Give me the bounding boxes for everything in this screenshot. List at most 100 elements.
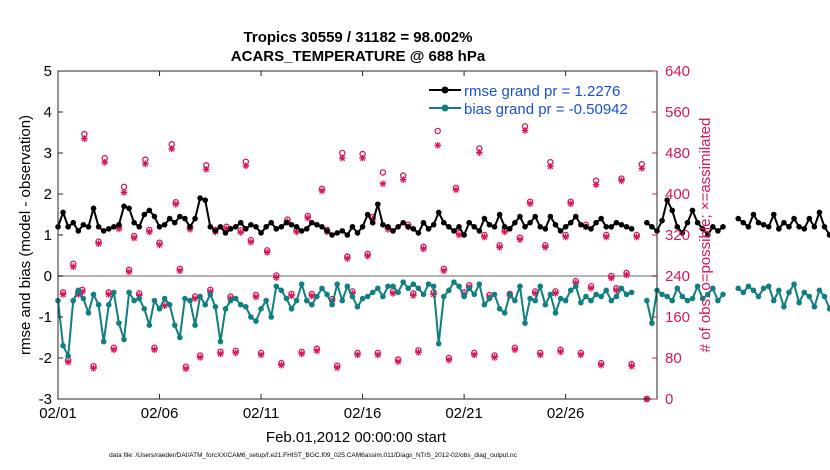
rmse-point xyxy=(710,224,716,230)
x-tick-label: 02/06 xyxy=(141,405,179,422)
y-left-tick-label: 0 xyxy=(44,268,52,285)
rmse-point xyxy=(791,215,797,222)
bias-point xyxy=(745,283,752,290)
y-left-tick-label: -3 xyxy=(39,391,52,408)
bias-point xyxy=(781,303,787,310)
rmse-point xyxy=(669,207,676,214)
bias-point xyxy=(65,353,71,359)
obs-assimilated-marker xyxy=(101,158,109,166)
rmse-point xyxy=(344,232,351,238)
rmse-point xyxy=(684,219,691,226)
obs-assimilated-marker xyxy=(196,354,204,361)
obs-assimilated-marker xyxy=(452,186,460,194)
rmse-point xyxy=(608,224,615,230)
rmse-point xyxy=(552,221,559,228)
obs-assimilated-marker xyxy=(308,292,316,300)
rmse-point xyxy=(60,209,66,216)
rmse-point xyxy=(121,203,127,210)
legend-rmse-label: rmse grand pr = 1.2276 xyxy=(464,83,620,100)
bias-point xyxy=(136,295,143,302)
bias-point xyxy=(268,314,275,320)
bias-point xyxy=(420,291,427,298)
bias-point xyxy=(542,301,549,308)
bias-point xyxy=(451,279,457,285)
rmse-point xyxy=(111,224,117,230)
rmse-point xyxy=(314,221,320,228)
rmse-point xyxy=(237,219,244,226)
obs-possible-marker xyxy=(434,127,441,135)
bias-point xyxy=(90,291,97,298)
bias-point xyxy=(679,293,686,300)
obs-assimilated-marker xyxy=(59,291,67,298)
rmse-point xyxy=(547,213,554,220)
bias-point xyxy=(689,295,696,302)
rmse-point xyxy=(309,219,315,226)
bias-point xyxy=(146,322,153,329)
obs-assimilated-marker xyxy=(191,295,199,302)
bias-point xyxy=(171,322,178,329)
bias-point xyxy=(390,283,396,290)
rmse-point xyxy=(430,221,437,228)
rmse-point xyxy=(177,213,183,220)
bias-point xyxy=(603,287,610,294)
bias-point xyxy=(314,293,320,300)
bias-point xyxy=(435,340,442,347)
rmse-point xyxy=(623,224,630,230)
rmse-point xyxy=(324,228,330,234)
y-right-tick-label: 560 xyxy=(665,104,690,121)
obs-assimilated-marker xyxy=(217,350,224,358)
obs-assimilated-marker xyxy=(333,364,341,372)
obs-assimilated-marker xyxy=(455,231,463,239)
rmse-point xyxy=(562,224,569,230)
bias-point xyxy=(187,297,193,304)
rmse-point xyxy=(116,221,122,228)
y-right-tick-label: 0 xyxy=(665,391,673,408)
rmse-point xyxy=(248,221,254,228)
bias-point xyxy=(466,285,472,292)
obs-assimilated-marker xyxy=(587,285,595,292)
obs-assimilated-marker xyxy=(354,351,361,359)
bias-point xyxy=(801,289,808,296)
bias-point xyxy=(755,293,762,300)
bias-point xyxy=(486,295,493,302)
obs-assimilated-marker xyxy=(470,351,478,359)
bias-point xyxy=(623,291,630,298)
bias-point xyxy=(364,293,371,300)
obs-assimilated-marker xyxy=(202,166,210,173)
bias-point xyxy=(750,287,757,294)
bias-point xyxy=(100,338,107,345)
y-right-tick-label: 320 xyxy=(665,227,690,244)
bias-point xyxy=(298,281,305,288)
bias-point xyxy=(293,297,300,304)
y-axis-right-label: # of obs: o=possible; ×=assimilated xyxy=(697,118,714,353)
obs-assimilated-marker xyxy=(318,187,326,195)
rmse-point xyxy=(821,224,828,230)
rmse-point xyxy=(192,215,198,222)
rmse-point xyxy=(182,215,188,222)
bias-point xyxy=(512,297,518,304)
obs-assimilated-marker xyxy=(110,346,118,354)
rmse-point xyxy=(664,197,670,203)
rmse-point xyxy=(217,224,224,230)
obs-assimilated-marker xyxy=(394,358,402,365)
rmse-point xyxy=(202,197,209,203)
bias-point xyxy=(105,301,112,308)
obs-assimilated-marker xyxy=(130,234,138,242)
obs-assimilated-marker xyxy=(232,349,239,357)
bias-point xyxy=(177,334,183,341)
rmse-point xyxy=(380,221,386,228)
rmse-point xyxy=(258,230,264,236)
bias-point xyxy=(710,285,716,292)
obs-assimilated-marker xyxy=(151,346,158,354)
bias-point xyxy=(273,283,280,290)
obs-assimilated-marker xyxy=(125,268,133,276)
bias-point xyxy=(75,287,82,294)
bias-point xyxy=(253,318,259,324)
rmse-point xyxy=(375,201,381,208)
obs-assimilated-marker xyxy=(252,293,260,301)
rmse-point xyxy=(603,224,610,230)
bias-point xyxy=(237,301,244,308)
rmse-point xyxy=(740,219,747,226)
bias-point xyxy=(567,287,574,294)
bias-point xyxy=(80,295,87,302)
